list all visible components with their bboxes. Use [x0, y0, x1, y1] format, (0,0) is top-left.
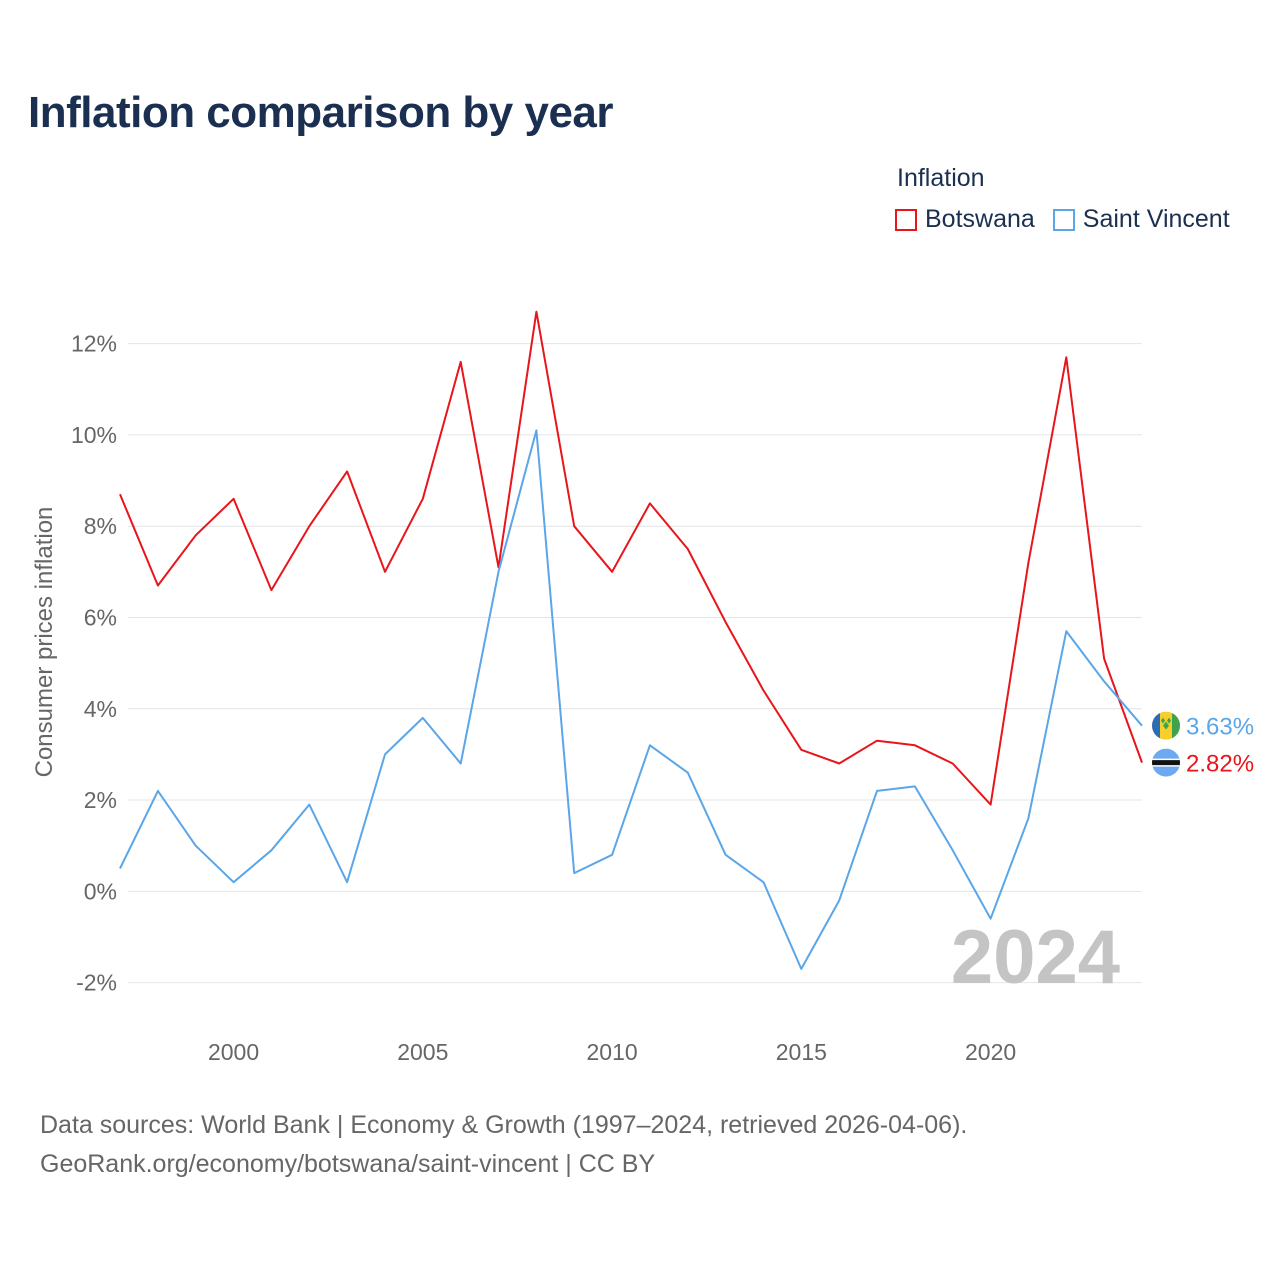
data-point[interactable] — [190, 529, 202, 541]
data-point[interactable] — [530, 424, 542, 436]
end-value-label: 2.82% — [1186, 751, 1254, 778]
data-point[interactable] — [985, 913, 997, 925]
x-tick-label: 2015 — [776, 1039, 827, 1065]
series-end-markers: 2.82% 3.63% — [1152, 711, 1254, 778]
x-tick-labels: 2000 2005 2010 2015 2020 — [208, 1039, 1016, 1065]
chart-title: Inflation comparison by year — [28, 88, 614, 137]
data-point[interactable] — [985, 799, 997, 811]
data-point[interactable] — [341, 465, 353, 477]
data-point[interactable] — [379, 566, 391, 578]
data-point[interactable] — [303, 520, 315, 532]
data-point[interactable] — [757, 685, 769, 697]
y-tick-label: 12% — [71, 331, 117, 357]
data-point[interactable] — [606, 566, 618, 578]
year-watermark: 2024 — [951, 915, 1120, 1000]
series-lines — [114, 306, 1148, 975]
x-tick-label: 2000 — [208, 1039, 259, 1065]
legend-title: Inflation — [897, 164, 985, 192]
data-point[interactable] — [682, 767, 694, 779]
y-axis-label: Consumer prices inflation — [31, 507, 58, 778]
legend-swatch-botswana — [895, 208, 917, 231]
legend-item-saint-vincent[interactable]: Saint Vincent — [1052, 205, 1230, 234]
data-point[interactable] — [114, 863, 126, 875]
y-tick-label: 4% — [84, 696, 117, 722]
series-line-botswana[interactable] — [119, 310, 1143, 806]
data-point[interactable] — [720, 849, 732, 861]
legend-label-saint-vincent: Saint Vincent — [1082, 205, 1230, 233]
data-point[interactable] — [1060, 625, 1072, 637]
data-point[interactable] — [455, 356, 467, 368]
data-point[interactable] — [757, 876, 769, 888]
y-tick-label: 2% — [84, 787, 117, 813]
data-point[interactable] — [720, 616, 732, 628]
x-tick-label: 2020 — [965, 1039, 1016, 1065]
y-tick-label: 6% — [84, 604, 117, 630]
data-point[interactable] — [228, 493, 240, 505]
legend-swatch-saint-vincent — [1052, 208, 1075, 231]
data-point[interactable] — [909, 780, 921, 792]
x-tick-label: 2005 — [397, 1039, 448, 1065]
footer-link[interactable]: GeoRank.org/economy/botswana/saint-vince… — [40, 1150, 656, 1178]
end-value-label: 3.63% — [1186, 714, 1254, 741]
data-point[interactable] — [833, 758, 845, 770]
data-point[interactable] — [265, 844, 277, 856]
data-point[interactable] — [1136, 757, 1148, 769]
data-point[interactable] — [947, 758, 959, 770]
y-tick-label: 0% — [84, 878, 117, 904]
x-tick-label: 2010 — [586, 1039, 637, 1065]
data-point[interactable] — [644, 739, 656, 751]
series-line-saint-vincent[interactable] — [119, 429, 1143, 970]
data-point[interactable] — [493, 566, 505, 578]
y-tick-label: 8% — [84, 513, 117, 539]
data-point[interactable] — [1136, 720, 1148, 732]
data-point[interactable] — [1060, 351, 1072, 363]
data-point[interactable] — [1098, 675, 1110, 687]
botswana-flag-icon — [1152, 748, 1180, 777]
legend-item-botswana[interactable]: Botswana — [895, 205, 1035, 234]
data-point[interactable] — [833, 894, 845, 906]
legend-label-botswana: Botswana — [925, 205, 1035, 233]
y-tick-label: -2% — [76, 970, 117, 996]
y-tick-label: 10% — [71, 422, 117, 448]
legend: Botswana Saint Vincent — [895, 205, 1230, 234]
data-point[interactable] — [265, 584, 277, 596]
data-point[interactable] — [303, 799, 315, 811]
data-point[interactable] — [152, 580, 164, 592]
data-point[interactable] — [568, 867, 580, 879]
data-point[interactable] — [606, 849, 618, 861]
data-point[interactable] — [795, 963, 807, 975]
data-point[interactable] — [114, 488, 126, 500]
data-point[interactable] — [795, 744, 807, 756]
data-point[interactable] — [947, 844, 959, 856]
footer-sources: Data sources: World Bank | Economy & Gro… — [40, 1111, 968, 1139]
gridlines — [128, 343, 1142, 984]
data-point[interactable] — [644, 497, 656, 509]
data-point[interactable] — [871, 735, 883, 747]
data-point[interactable] — [152, 785, 164, 797]
data-point[interactable] — [1022, 812, 1034, 824]
saint-vincent-flag-icon — [1152, 711, 1180, 740]
data-point[interactable] — [530, 306, 542, 318]
data-point[interactable] — [379, 748, 391, 760]
data-point[interactable] — [1098, 653, 1110, 665]
data-point[interactable] — [417, 493, 429, 505]
data-point[interactable] — [1022, 557, 1034, 569]
data-point[interactable] — [568, 520, 580, 532]
data-point[interactable] — [455, 758, 467, 770]
data-point[interactable] — [682, 543, 694, 555]
data-point[interactable] — [228, 876, 240, 888]
y-tick-labels: -2% 0% 2% 4% 6% 8% 10% 12% — [71, 331, 117, 996]
data-point[interactable] — [190, 840, 202, 852]
data-point[interactable] — [341, 876, 353, 888]
data-point[interactable] — [871, 785, 883, 797]
data-point[interactable] — [417, 712, 429, 724]
footer: Data sources: World Bank | Economy & Gro… — [40, 1106, 967, 1184]
data-point[interactable] — [909, 739, 921, 751]
